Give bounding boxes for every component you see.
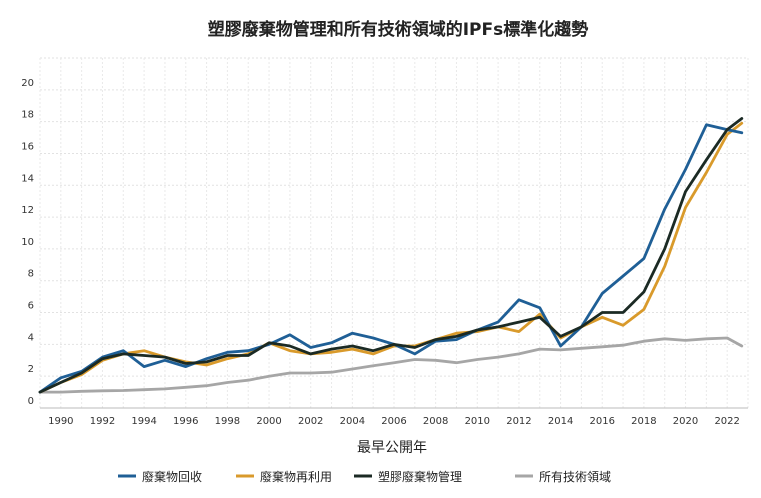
- x-axis-label: 最早公開年: [357, 440, 427, 456]
- y-tick-label: 2: [28, 364, 34, 375]
- x-tick-label: 2016: [590, 416, 615, 427]
- legend: 廢棄物回收 廢棄物再利用 塑膠廢棄物管理 所有技術領域: [118, 469, 611, 484]
- series-line-1: [40, 123, 742, 392]
- legend-label: 廢棄物再利用: [260, 469, 332, 484]
- x-tick-label: 2014: [548, 416, 573, 427]
- x-tick-label: 1990: [48, 416, 73, 427]
- x-tick-label: 2000: [256, 416, 281, 427]
- x-tick-label: 2018: [631, 416, 656, 427]
- x-tick-label: 1994: [131, 416, 156, 427]
- x-tick-label: 2022: [714, 416, 739, 427]
- x-tick-label: 2008: [423, 416, 448, 427]
- y-tick-label: 8: [28, 269, 34, 280]
- legend-item: 廢棄物再利用: [236, 469, 332, 484]
- y-tick-label: 6: [28, 301, 34, 312]
- legend-label: 所有技術領域: [539, 469, 611, 484]
- x-tick-label: 2010: [465, 416, 490, 427]
- x-tick-label: 2020: [673, 416, 698, 427]
- y-tick-label: 0: [28, 396, 34, 407]
- y-axis-ticks: 0 2 4 6 8 10 12 14 16 18 20: [21, 78, 34, 407]
- y-tick-label: 4: [28, 332, 34, 343]
- y-tick-label: 14: [21, 173, 34, 184]
- x-axis-ticks: 1990 1992 1994 1996 1998 2000 2002 2004 2006 2008…: [48, 416, 740, 427]
- x-tick-label: 2004: [340, 416, 365, 427]
- legend-item: 所有技術領域: [515, 469, 611, 484]
- chart-title: 塑膠廢棄物管理和所有技術領域的IPFs標準化趨勢: [208, 19, 589, 40]
- y-tick-label: 18: [21, 110, 34, 121]
- legend-item: 廢棄物回收: [118, 469, 202, 484]
- x-tick-label: 2012: [506, 416, 531, 427]
- series-lines: [40, 119, 742, 393]
- x-tick-label: 2006: [381, 416, 406, 427]
- legend-label: 塑膠廢棄物管理: [378, 469, 462, 484]
- y-tick-label: 12: [21, 205, 34, 216]
- y-tick-label: 16: [21, 141, 34, 152]
- x-tick-label: 1996: [173, 416, 198, 427]
- legend-item: 塑膠廢棄物管理: [354, 469, 462, 484]
- x-tick-label: 1992: [90, 416, 115, 427]
- x-tick-label: 2002: [298, 416, 323, 427]
- y-tick-label: 10: [21, 237, 34, 248]
- y-tick-label: 20: [21, 78, 34, 89]
- legend-label: 廢棄物回收: [142, 469, 202, 484]
- x-tick-label: 1998: [215, 416, 240, 427]
